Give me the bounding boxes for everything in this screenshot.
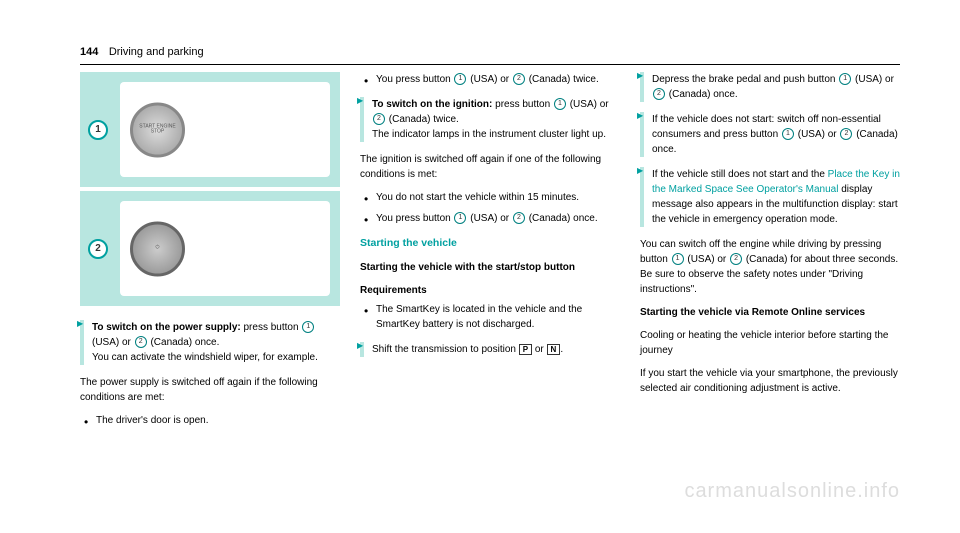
step-marker-icon (640, 112, 644, 157)
circled-1-icon: 1 (672, 253, 684, 265)
text: (USA) or (467, 213, 511, 224)
step-text: If the vehicle still does not start and … (652, 167, 900, 227)
text: (Canada) once. (526, 213, 598, 224)
sub-heading: Starting the vehicle via Remote Online s… (640, 305, 900, 320)
bullet-item: You do not start the vehicle within 15 m… (376, 190, 620, 205)
engine-start-button-icon: START ENGINE STOP (130, 102, 185, 157)
circled-2-icon: 2 (513, 212, 525, 224)
step-text: To switch on the ignition: press button … (372, 97, 620, 142)
step-mid: (USA) or (567, 99, 609, 110)
step-end: (Canada) twice. (386, 114, 459, 125)
figure-1: 1 START ENGINE STOP (80, 72, 340, 187)
step-bold: To switch on the ignition: (372, 99, 492, 110)
text: (USA) or (467, 74, 511, 85)
bullet-list: The SmartKey is located in the vehicle a… (360, 302, 620, 332)
text: You press button (376, 74, 453, 85)
paragraph: If you start the vehicle via your smartp… (640, 366, 900, 396)
bullet-item: You press button 1 (USA) or 2 (Canada) o… (376, 211, 620, 226)
bullet-list: The driver's door is open. (80, 413, 340, 428)
paragraph: The power supply is switched off again i… (80, 375, 340, 405)
paragraph: You can switch off the engine while driv… (640, 237, 900, 297)
step-text: Depress the brake pedal and push button … (652, 72, 900, 102)
column-3: Depress the brake pedal and push button … (640, 72, 900, 513)
step-still-not-start: If the vehicle still does not start and … (640, 167, 900, 227)
step-line2: You can activate the windshield wiper, f… (92, 352, 318, 363)
text: (USA) or (795, 129, 839, 140)
paragraph: Cooling or heating the vehicle interior … (640, 328, 900, 358)
gear-n-icon: N (547, 344, 561, 356)
step-marker-icon (640, 72, 644, 102)
text: (Canada) once. (666, 89, 738, 100)
watermark: carmanualsonline.info (684, 480, 900, 503)
circled-1-icon: 1 (454, 212, 466, 224)
circled-2-icon: 2 (373, 113, 385, 125)
text: (USA) or (852, 74, 894, 85)
step-rest: press button (492, 99, 553, 110)
text: If the vehicle still does not start and … (652, 169, 828, 180)
bullet-item: The SmartKey is located in the vehicle a… (376, 302, 620, 332)
figure-2-illustration: ⏻ (120, 201, 330, 296)
circled-2-icon: 2 (840, 128, 852, 140)
circled-1-icon: 1 (454, 73, 466, 85)
circled-2-icon: 2 (135, 336, 147, 348)
text: Shift the transmission to position (372, 344, 519, 355)
figure-1-illustration: START ENGINE STOP (120, 82, 330, 177)
figure-2: 2 ⏻ (80, 191, 340, 306)
bullet-item: The driver's door is open. (96, 413, 340, 428)
text: You press button (376, 213, 453, 224)
circled-1-icon: 1 (839, 73, 851, 85)
step-end: (Canada) once. (148, 337, 220, 348)
sub-heading: Starting the vehicle with the start/stop… (360, 260, 620, 275)
text: (USA) or (685, 254, 729, 265)
step-depress-brake: Depress the brake pedal and push button … (640, 72, 900, 102)
paragraph: The ignition is switched off again if on… (360, 152, 620, 182)
circled-2-icon: 2 (513, 73, 525, 85)
figure-2-label: 2 (88, 239, 108, 259)
content-area: 1 START ENGINE STOP 2 ⏻ To switch on the… (80, 72, 900, 513)
step-marker-icon (80, 320, 84, 365)
bullet-item: You press button 1 (USA) or 2 (Canada) t… (376, 72, 620, 87)
text: . (560, 344, 563, 355)
column-1: 1 START ENGINE STOP 2 ⏻ To switch on the… (80, 72, 340, 513)
circled-1-icon: 1 (782, 128, 794, 140)
step-rest: press button (241, 322, 302, 333)
step-marker-icon (360, 342, 364, 357)
figure-1-label: 1 (88, 120, 108, 140)
chapter-title: Driving and parking (109, 46, 204, 58)
requirements-heading: Requirements (360, 283, 620, 298)
step-text: Shift the transmission to position P or … (372, 342, 620, 357)
column-2: You press button 1 (USA) or 2 (Canada) t… (360, 72, 620, 513)
text: (Canada) twice. (526, 74, 599, 85)
section-heading: Starting the vehicle (360, 236, 620, 252)
page-number: 144 (80, 46, 98, 58)
step-shift: Shift the transmission to position P or … (360, 342, 620, 357)
circled-1-icon: 1 (302, 321, 314, 333)
step-text: If the vehicle does not start: switch of… (652, 112, 900, 157)
circled-2-icon: 2 (730, 253, 742, 265)
gear-p-icon: P (519, 344, 532, 356)
page-header: 144 Driving and parking (80, 42, 900, 65)
step-marker-icon (640, 167, 644, 227)
step-bold: To switch on the power supply: (92, 322, 241, 333)
step-text: To switch on the power supply: press but… (92, 320, 340, 365)
step-power-supply: To switch on the power supply: press but… (80, 320, 340, 365)
step-line2: The indicator lamps in the instrument cl… (372, 129, 606, 140)
engine-button-alt-icon: ⏻ (130, 221, 185, 276)
bullet-list: You press button 1 (USA) or 2 (Canada) t… (360, 72, 620, 87)
step-ignition: To switch on the ignition: press button … (360, 97, 620, 142)
circled-1-icon: 1 (554, 98, 566, 110)
text: Depress the brake pedal and push button (652, 74, 838, 85)
circled-2-icon: 2 (653, 88, 665, 100)
bullet-list: You do not start the vehicle within 15 m… (360, 190, 620, 226)
step-marker-icon (360, 97, 364, 142)
step-not-start: If the vehicle does not start: switch of… (640, 112, 900, 157)
step-mid: (USA) or (92, 337, 134, 348)
text: or (532, 344, 546, 355)
